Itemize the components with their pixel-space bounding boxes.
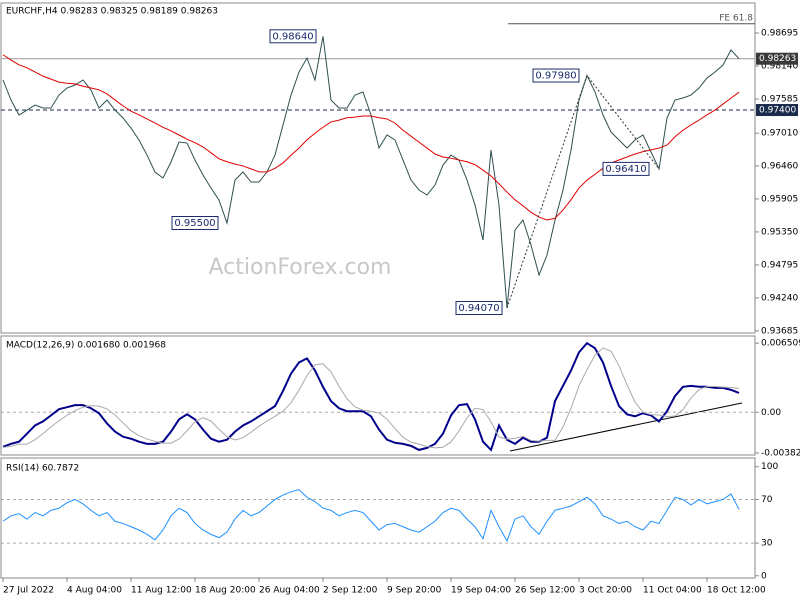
x-tick-label: 19 Sep 04:00 [451,586,511,596]
x-tick-label: 11 Oct 04:00 [643,586,702,596]
series-line [2,489,740,543]
price-label-box [171,216,219,230]
y-tick-label: 0.94240 [761,293,798,303]
level-label: 0.98263 [759,54,796,64]
y-tick-label: -0.003828 [761,448,800,458]
y-tick-label: 0.97010 [761,129,798,139]
y-tick-label: 0.98695 [761,29,798,39]
x-tick-label: 18 Oct 12:00 [707,586,766,596]
price-label: 0.97980 [535,71,576,82]
level-box [756,104,798,117]
price-label: 0.96410 [605,164,646,175]
price-label: 0.95500 [174,218,215,229]
panel-title: EURCHF,H4 0.98283 0.98325 0.98189 0.9826… [6,7,218,17]
series-line [2,54,740,221]
level-box [756,52,798,65]
price-label: 0.98640 [272,31,313,42]
fe-label: FE 61.8 [719,13,753,23]
y-tick-label: 0.97585 [761,95,798,105]
macd-trendline [509,402,743,452]
x-tick-label: 2 Sep 12:00 [323,586,378,596]
y-tick-label: 0.98140 [761,62,798,72]
y-tick-label: 100 [761,462,778,472]
series-line [2,347,740,449]
price-label-box [269,29,317,44]
x-tick-label: 4 Aug 04:00 [67,586,122,596]
y-tick-label: 0.94795 [761,260,798,270]
rsi-panel [0,457,756,579]
watermark: ActionForex.com [209,255,392,280]
price-panel [0,2,756,334]
y-tick-label: 70 [761,495,773,505]
panel-title: RSI(14) 60.7872 [6,464,79,474]
y-tick-label: 0.95905 [761,194,798,204]
y-tick-label: 30 [761,539,773,549]
x-tick-label: 3 Oct 20:00 [579,586,632,596]
price-label-box [455,301,503,316]
x-tick-label: 9 Sep 20:00 [387,586,442,596]
series-line [2,341,740,452]
price-label-box [532,68,580,83]
level-label: 0.97400 [759,106,796,116]
series-line [2,36,740,309]
x-tick-label: 27 Jul 2022 [3,586,54,596]
y-tick-label: 0.95350 [761,227,798,237]
swing-guide [506,74,660,309]
y-tick-label: 0.93685 [761,326,798,336]
y-tick-label: 0.006509 [761,339,800,349]
x-tick-label: 26 Aug 04:00 [259,586,320,596]
y-tick-label: 0 [761,571,767,581]
panel-title: MACD(12,26,9) 0.001680 0.001968 [6,341,166,351]
y-tick-label: 0.00 [761,408,781,418]
x-tick-label: 26 Sep 12:00 [515,586,575,596]
macd-panel [0,335,756,456]
price-label-box [602,161,650,176]
x-tick-label: 11 Aug 12:00 [131,586,192,596]
y-tick-label: 0.96460 [761,161,798,171]
x-tick-label: 18 Aug 20:00 [195,586,256,596]
price-label: 0.94070 [458,303,499,314]
